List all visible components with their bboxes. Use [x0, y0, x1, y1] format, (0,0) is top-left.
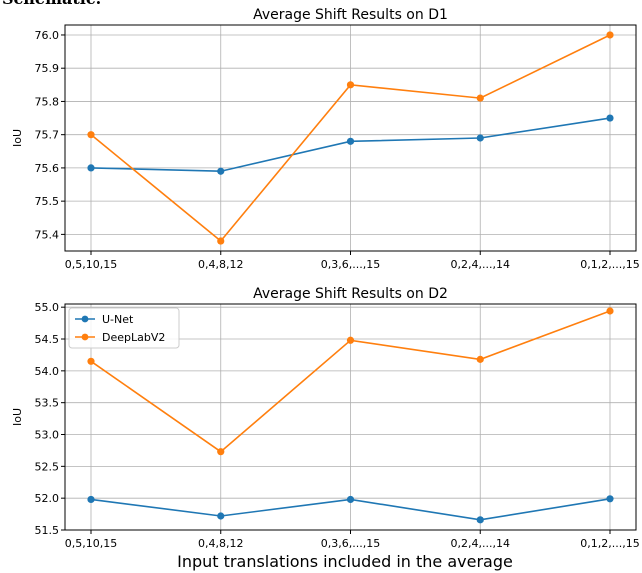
data-point-deeplabv2	[217, 448, 225, 456]
y-tick-label: 51.5	[35, 524, 60, 537]
data-point-deeplabv2	[606, 307, 614, 315]
data-point-deeplabv2	[87, 357, 95, 365]
y-tick-label: 55.0	[35, 301, 60, 314]
y-tick-label: 75.9	[35, 62, 60, 75]
legend-marker	[81, 315, 89, 323]
data-point-deeplabv2	[346, 81, 355, 89]
data-point-u-net	[87, 164, 95, 172]
data-point-u-net	[476, 134, 484, 142]
data-point-deeplabv2	[606, 31, 614, 39]
y-tick-label: 53.5	[35, 397, 60, 410]
x-tick-label: 0,5,10,15	[65, 258, 117, 271]
data-point-deeplabv2	[217, 237, 225, 245]
data-point-u-net	[346, 495, 355, 504]
data-point-u-net	[476, 516, 484, 524]
y-tick-label: 53.0	[35, 429, 60, 442]
y-tick-label: 76.0	[35, 29, 60, 42]
x-tick-label: 0,4,8,12	[198, 258, 243, 271]
y-tick-label: 75.8	[35, 95, 60, 108]
data-point-u-net	[346, 137, 355, 145]
x-tick-label: 0,2,4,...,14	[451, 537, 510, 550]
y-tick-label: 75.4	[35, 228, 60, 241]
data-point-deeplabv2	[476, 355, 484, 363]
legend-label: U-Net	[102, 313, 134, 326]
y-tick-label: 75.7	[35, 129, 60, 142]
x-tick-label: 0,1,2,...,15	[580, 258, 639, 271]
data-point-deeplabv2	[346, 336, 355, 344]
legend-marker	[81, 333, 89, 341]
y-tick-label: 75.6	[35, 162, 60, 175]
data-point-u-net	[87, 495, 95, 504]
chart-d1: Average Shift Results on D1 0,5,10,15 0,4,…	[11, 7, 640, 271]
data-point-u-net	[217, 512, 225, 520]
legend-box	[68, 307, 180, 349]
y-tick-label: 54.0	[35, 365, 60, 378]
y-tick-label: 52.5	[35, 460, 60, 473]
y-axis-label: IoU	[11, 408, 24, 426]
plot-frame	[64, 24, 637, 252]
data-point-deeplabv2	[476, 94, 484, 102]
legend-label: DeepLabV2	[102, 331, 165, 344]
chart-d2: Average Shift Results on D2 0,5,10,15 0,4,…	[11, 286, 640, 550]
data-point-u-net	[606, 114, 614, 122]
y-tick-label: 54.5	[35, 333, 60, 346]
data-point-deeplabv2	[87, 131, 95, 139]
chart-title: Average Shift Results on D1	[253, 7, 448, 23]
x-tick-label: 0,1,2,...,15	[580, 537, 639, 550]
data-point-u-net	[217, 167, 225, 175]
x-tick-label: 0,3,6,...,15	[321, 258, 380, 271]
chart-title: Average Shift Results on D2	[253, 286, 448, 302]
x-tick-label: 0,2,4,...,14	[451, 258, 510, 271]
cropped-caption-fragment: Schematic.	[2, 0, 101, 8]
legend: U-Net DeepLabV2	[68, 307, 180, 349]
x-axis-label: Input translations included in the avera…	[177, 552, 513, 571]
y-axis-label: IoU	[11, 129, 24, 147]
x-tick-label: 0,4,8,12	[198, 537, 243, 550]
data-point-u-net	[606, 495, 614, 503]
x-tick-label: 0,5,10,15	[65, 537, 117, 550]
y-tick-label: 52.0	[35, 492, 60, 505]
plot-frame	[64, 303, 637, 531]
x-tick-label: 0,3,6,...,15	[321, 537, 380, 550]
y-tick-label: 75.5	[35, 195, 60, 208]
